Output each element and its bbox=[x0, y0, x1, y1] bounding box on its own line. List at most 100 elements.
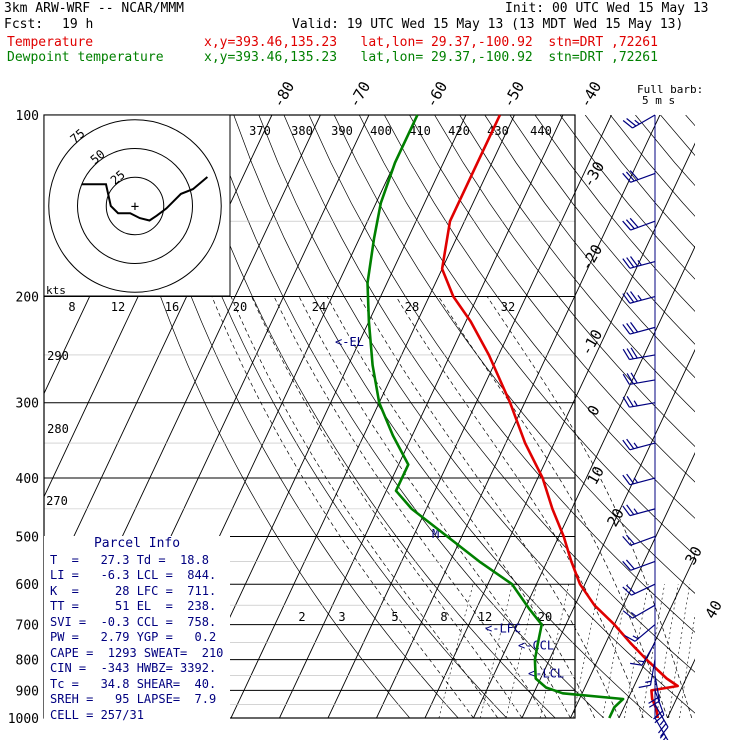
level-mark: <-LCL bbox=[528, 667, 564, 681]
mixing-ratio-label: 2 bbox=[298, 610, 305, 624]
mixing-ratio-label: 5 bbox=[391, 610, 398, 624]
theta-e-label: 380 bbox=[291, 124, 313, 138]
moist-adiabat-line bbox=[251, 296, 523, 718]
parcel-info-row: Tc = 34.8 SHEAR= 40. bbox=[50, 676, 217, 691]
dry-adiabat-line bbox=[434, 115, 695, 448]
mixing-ratio-label: 20 bbox=[233, 300, 247, 314]
mixing-ratio-line bbox=[480, 584, 513, 718]
wind-barb bbox=[622, 372, 656, 386]
temperature-profile bbox=[440, 114, 680, 719]
mixing-ratio-label: 3 bbox=[338, 610, 345, 624]
isotherm-line bbox=[521, 348, 695, 718]
diagram-frame bbox=[43, 114, 576, 719]
wind-barb bbox=[648, 675, 661, 708]
parcel-info-row: CELL = 257/31 bbox=[50, 707, 144, 722]
hodograph-ring bbox=[105, 176, 165, 236]
parcel-info-title: Parcel Info bbox=[93, 536, 181, 551]
mixing-ratio-line bbox=[656, 584, 679, 718]
forecast-label: Fcst: bbox=[4, 17, 44, 32]
dry-adiabat-label: 290 bbox=[47, 349, 69, 363]
isobar-label: 400 bbox=[16, 472, 39, 487]
wind-barb bbox=[622, 559, 656, 571]
isobar-label: 300 bbox=[16, 397, 39, 412]
parcel-info-row: LI = -6.3 LCL = 844. bbox=[50, 568, 217, 582]
wind-barb bbox=[622, 347, 656, 361]
dewpoint-profile bbox=[366, 114, 625, 719]
wind-barb bbox=[622, 217, 656, 231]
isotherm-label: -10 bbox=[577, 326, 606, 358]
wind-barb bbox=[630, 642, 656, 666]
wind-barb bbox=[622, 170, 656, 183]
temperature-location: x,y=393.46,135.23 lat,lon= 29.37,-100.92… bbox=[204, 35, 658, 50]
dry-adiabat-line bbox=[509, 115, 695, 345]
valid-time: Valid: 19 UTC Wed 15 May 13 (13 MDT Wed … bbox=[292, 17, 684, 32]
theta-e-label: 440 bbox=[530, 124, 552, 138]
mixing-ratio-line bbox=[624, 584, 649, 718]
isotherm-line bbox=[230, 115, 515, 718]
isobar-label: 600 bbox=[16, 578, 39, 593]
dry-adiabat-line bbox=[308, 115, 695, 633]
hodograph-trace bbox=[81, 176, 209, 222]
wind-barb bbox=[622, 114, 656, 129]
isotherm-label: -30 bbox=[579, 158, 608, 190]
mixing-ratio-label: 12 bbox=[111, 300, 125, 314]
wind-barb bbox=[622, 438, 656, 451]
isotherm-label: 40 bbox=[701, 597, 726, 622]
isotherm-label: -80 bbox=[269, 78, 298, 110]
theta-e-label: 410 bbox=[409, 124, 431, 138]
isotherm-label: -70 bbox=[345, 78, 374, 110]
dry-adiabat-line bbox=[685, 115, 695, 127]
level-mark: <-CCL bbox=[518, 638, 554, 652]
wind-barb bbox=[622, 504, 656, 517]
wind-barb bbox=[654, 717, 669, 740]
parcel-info-row: CIN = -343 HWBZ= 3392. bbox=[50, 661, 217, 675]
isobar-label: 500 bbox=[16, 530, 39, 545]
hodograph-panel bbox=[43, 114, 231, 297]
parcel-info-row: SVI = -0.3 CCL = 758. bbox=[50, 614, 217, 629]
isotherm-line bbox=[618, 555, 695, 718]
hodograph-units: kts bbox=[46, 284, 66, 297]
level-mark: <-EL bbox=[335, 335, 364, 349]
wind-barb bbox=[622, 256, 656, 269]
parcel-info-row: PW = 2.79 YGP = 0.2 bbox=[50, 630, 217, 644]
dewpoint-legend: Dewpoint temperature bbox=[7, 50, 164, 65]
dry-adiabat-line bbox=[484, 115, 695, 379]
moist-adiabat-line bbox=[326, 296, 596, 718]
mixing-ratio-label: 16 bbox=[165, 300, 179, 314]
isobar-label: 800 bbox=[16, 654, 39, 669]
parcel-info-row: SREH = 95 LAPSE= 7.9 bbox=[50, 692, 217, 706]
temperature-legend: Temperature bbox=[7, 35, 94, 50]
isotherm-label: 10 bbox=[583, 463, 608, 488]
parcel-info-row: K = 28 LFC = 711. bbox=[50, 583, 217, 598]
wind-barb bbox=[622, 291, 656, 304]
mixing-ratio-label: 8 bbox=[68, 300, 75, 314]
init-time: Init: 00 UTC Wed 15 May 13 bbox=[505, 1, 709, 16]
dry-adiabat-line bbox=[384, 115, 695, 519]
isotherm-line bbox=[716, 115, 740, 718]
isotherm-line bbox=[570, 452, 695, 718]
isobar-label: 200 bbox=[16, 291, 39, 306]
hodograph-origin-icon: + bbox=[131, 199, 139, 215]
dry-adiabat-line bbox=[660, 115, 695, 156]
moist-adiabat-line bbox=[230, 296, 499, 718]
isotherm-line bbox=[424, 142, 695, 718]
dry-adiabat-line bbox=[459, 115, 695, 413]
mixing-ratio-line bbox=[679, 613, 695, 718]
hodograph-ring bbox=[48, 119, 222, 293]
wind-barb bbox=[622, 395, 656, 408]
isotherm-label: 0 bbox=[584, 402, 604, 419]
isotherm-label: -50 bbox=[499, 78, 528, 110]
barb-key-label: Full barb: bbox=[637, 83, 703, 96]
theta-e-label: 370 bbox=[249, 124, 271, 138]
forecast-hour: 19 h bbox=[62, 17, 94, 32]
mixing-ratio-label: 24 bbox=[312, 300, 326, 314]
dry-adiabat-line bbox=[233, 115, 653, 718]
hodograph-ring bbox=[77, 148, 193, 264]
isotherm-label: -60 bbox=[422, 78, 451, 110]
parcel-info-panel: Parcel Info T = 27.3 Td = 18.8 LI = -6.3 … bbox=[44, 536, 230, 732]
dewpoint-location: x,y=393.46,135.23 lat,lon= 29.37,-100.92… bbox=[204, 50, 658, 65]
barb-key-units: 5 m s bbox=[642, 94, 675, 107]
isobar-label: 700 bbox=[16, 619, 39, 634]
mixing-ratio-label: 20 bbox=[538, 610, 552, 624]
isotherm-label: -20 bbox=[577, 241, 606, 273]
